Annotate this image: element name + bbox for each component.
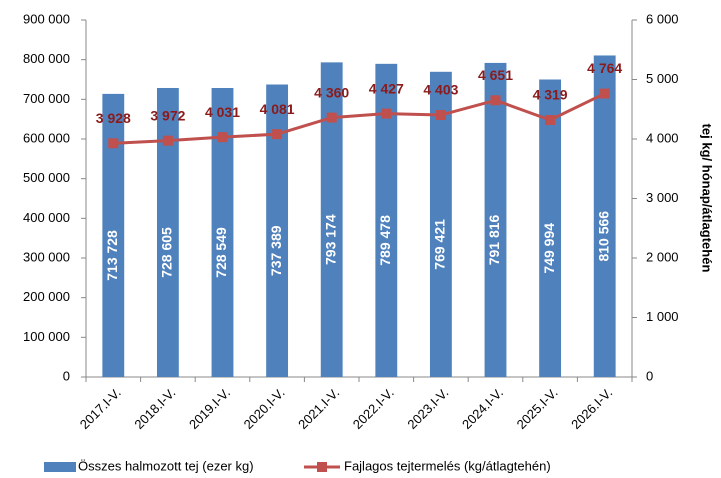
line-marker xyxy=(326,112,337,123)
x-tick-label: 2020.I-V. xyxy=(241,385,288,432)
legend-label: Fajlagos tejtermelés (kg/átlagtehén) xyxy=(344,458,551,473)
y-tick-label: 200 000 xyxy=(23,289,70,304)
line-value-label: 4 360 xyxy=(314,84,349,100)
bar-value-label: 713 728 xyxy=(104,230,120,281)
bar-value-label: 769 421 xyxy=(432,219,448,270)
bar xyxy=(429,71,452,378)
y2-tick-label: 6 000 xyxy=(646,11,679,26)
line-value-label: 4 403 xyxy=(423,82,458,98)
bar xyxy=(593,55,616,377)
bar xyxy=(266,84,289,377)
line-marker xyxy=(381,108,392,119)
line-marker xyxy=(545,115,556,126)
line xyxy=(113,92,606,145)
line-marker xyxy=(108,138,119,149)
y-tick-label: 300 000 xyxy=(23,249,70,264)
line-value-label: 4 651 xyxy=(478,67,513,83)
line-marker xyxy=(599,88,610,99)
y-tick-label: 700 000 xyxy=(23,91,70,106)
bar-value-label: 728 549 xyxy=(213,227,229,278)
line-marker xyxy=(435,110,446,121)
x-tick-label: 2022.I-V. xyxy=(350,385,397,432)
line-value-label: 3 928 xyxy=(96,110,131,126)
line-value-label: 3 972 xyxy=(150,107,185,123)
legend-swatch xyxy=(44,462,76,472)
bar-value-label: 728 605 xyxy=(159,227,175,278)
y-tick-label: 600 000 xyxy=(23,130,70,145)
bar xyxy=(375,63,398,377)
y-tick-label: 0 xyxy=(63,368,70,383)
bar xyxy=(320,62,343,377)
y2-tick-label: 3 000 xyxy=(646,190,679,205)
line-value-label: 4 031 xyxy=(205,104,240,120)
x-tick-label: 2021.I-V. xyxy=(295,385,342,432)
line-value-label: 4 427 xyxy=(369,80,404,96)
y2-tick-label: 0 xyxy=(646,368,653,383)
bar-value-label: 737 389 xyxy=(268,225,284,276)
y2-axis-title: tej kg/ hónap/átlagtehén xyxy=(700,124,715,273)
bar-value-label: 749 994 xyxy=(541,223,557,274)
y2-tick-label: 1 000 xyxy=(646,309,679,324)
legend-swatch-marker xyxy=(317,462,327,472)
y-tick-label: 500 000 xyxy=(23,170,70,185)
legend-label: Összes halmozott tej (ezer kg) xyxy=(78,458,254,473)
y2-tick-label: 2 000 xyxy=(646,249,679,264)
y2-tick-label: 4 000 xyxy=(646,130,679,145)
line-marker xyxy=(217,132,228,143)
y-tick-label: 400 000 xyxy=(23,210,70,225)
y-tick-label: 800 000 xyxy=(23,51,70,66)
line-marker xyxy=(162,135,173,146)
y-tick-label: 100 000 xyxy=(23,329,70,344)
line-value-label: 4 081 xyxy=(260,101,295,117)
x-tick-label: 2019.I-V. xyxy=(186,385,233,432)
line-marker xyxy=(272,129,283,140)
x-tick-label: 2017.I-V. xyxy=(77,385,124,432)
bar-value-label: 791 816 xyxy=(486,214,502,265)
x-tick-label: 2023.I-V. xyxy=(404,385,451,432)
y2-tick-label: 5 000 xyxy=(646,71,679,86)
x-tick-label: 2025.I-V. xyxy=(514,385,561,432)
bar xyxy=(156,87,179,377)
x-tick-label: 2026.I-V. xyxy=(568,385,615,432)
x-tick-label: 2018.I-V. xyxy=(131,385,178,432)
x-tick-label: 2024.I-V. xyxy=(459,385,506,432)
line-value-label: 4 319 xyxy=(533,87,568,103)
bar-value-label: 789 478 xyxy=(377,215,393,266)
bar xyxy=(484,62,507,377)
bar-value-label: 810 566 xyxy=(595,211,611,262)
bar-value-label: 793 174 xyxy=(322,214,338,265)
line-marker xyxy=(490,95,501,106)
line-value-label: 4 764 xyxy=(587,60,622,76)
y-tick-label: 900 000 xyxy=(23,11,70,26)
bar xyxy=(211,88,234,377)
bar xyxy=(539,79,562,377)
bar xyxy=(102,93,125,378)
